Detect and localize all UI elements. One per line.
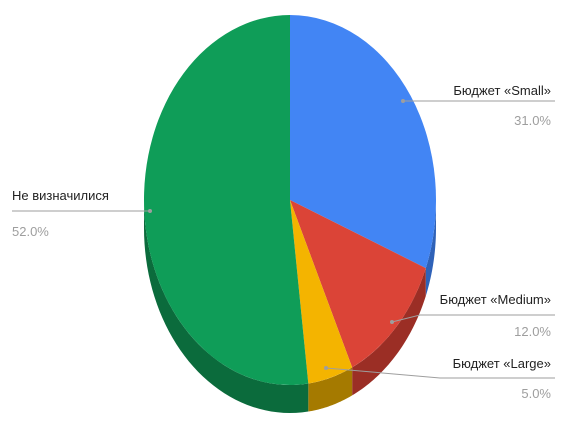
- slice-value-small: 31.0%: [514, 113, 551, 128]
- leader-dot-small: [401, 99, 405, 103]
- pie-slice-small: [290, 15, 437, 269]
- slice-label-large: Бюджет «Large»: [453, 356, 551, 371]
- pie-slice-medium: [290, 200, 426, 368]
- leader-dot-large: [324, 366, 328, 370]
- pie-side-small: [425, 200, 436, 297]
- pie-side-undecided: [144, 200, 309, 413]
- slice-labels-group: Бюджет «Small» 31.0% Бюджет «Medium» 12.…: [12, 83, 551, 401]
- pie-slice-large: [290, 200, 353, 384]
- pie-depth-group: [144, 200, 436, 413]
- leader-line-medium: [391, 314, 555, 323]
- leader-lines-group: [12, 99, 555, 379]
- slice-value-large: 5.0%: [521, 386, 551, 401]
- slice-value-undecided: 52.0%: [12, 224, 49, 239]
- pie-side-large: [308, 367, 353, 412]
- pie-slice-undecided: [143, 14, 309, 385]
- slice-label-undecided: Не визначилися: [12, 188, 109, 203]
- pie-side-medium: [352, 268, 426, 396]
- leader-line-large: [325, 367, 555, 379]
- pie-slices-group: [143, 14, 437, 385]
- slice-label-medium: Бюджет «Medium»: [440, 292, 551, 307]
- slice-value-medium: 12.0%: [514, 324, 551, 339]
- slice-label-small: Бюджет «Small»: [453, 83, 551, 98]
- leader-dot-medium: [390, 320, 394, 324]
- leader-dot-undecided: [148, 209, 152, 213]
